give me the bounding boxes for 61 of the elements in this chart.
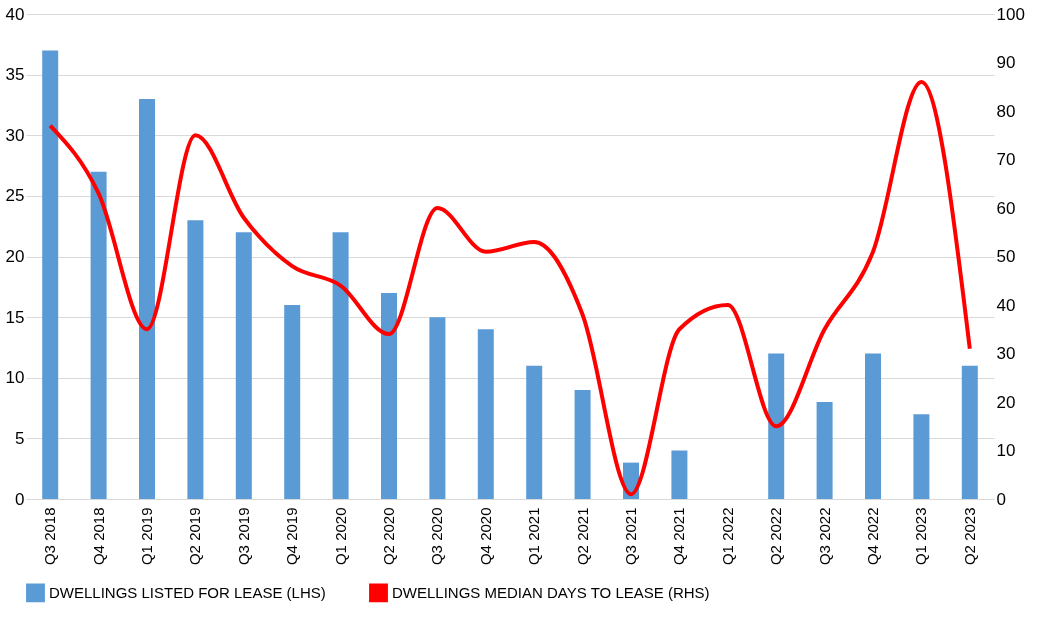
y2-tick-label: 40 (996, 295, 1016, 315)
x-tick-label: Q3 2019 (234, 507, 252, 566)
x-tick-label: Q3 2021 (622, 507, 639, 566)
x-tick-label: Q3 2020 (428, 507, 446, 566)
y2-tick-label: 10 (996, 441, 1016, 460)
bar (381, 292, 397, 499)
bar (477, 329, 494, 499)
y-tick-label: 0 (15, 489, 25, 509)
bar (42, 50, 59, 499)
y-tick-label: 25 (5, 186, 25, 206)
x-tick-label: Q2 2023 (960, 507, 978, 566)
bar (816, 402, 833, 499)
line-series (48, 79, 972, 497)
x-tick-label: Q3 2022 (815, 507, 833, 566)
x-tick-label: Q1 2023 (912, 507, 930, 566)
bar (332, 232, 349, 499)
y2-tick-label: 100 (996, 4, 1025, 24)
bar (671, 450, 688, 499)
y2-tick-label: 70 (996, 150, 1016, 169)
y-tick-label: 40 (5, 4, 25, 24)
y-tick-label: 35 (5, 65, 25, 85)
y2-tick-label: 80 (996, 101, 1016, 121)
y2-tick-label: 0 (996, 489, 1006, 509)
x-tick-label: Q1 2020 (331, 507, 349, 566)
legend-label: DWELLINGS MEDIAN DAYS TO LEASE (RHS) (392, 583, 710, 601)
bar (284, 305, 301, 499)
bar (235, 232, 252, 499)
y2-tick-label: 30 (996, 344, 1016, 363)
bar (526, 365, 543, 499)
bar (574, 389, 591, 499)
x-tick-label: Q4 2021 (670, 507, 688, 566)
bar (429, 317, 446, 499)
y2-tick-label: 20 (996, 392, 1016, 412)
y-tick-label: 20 (5, 247, 25, 266)
x-tick-label: Q3 2018 (41, 507, 59, 566)
x-tick-label: Q4 2020 (476, 507, 494, 566)
x-tick-label: Q4 2022 (864, 507, 881, 566)
x-tick-label: Q2 2021 (573, 507, 591, 566)
y2-tick-label: 60 (996, 198, 1016, 218)
y2-tick-label: 90 (996, 53, 1016, 72)
x-tick-label: Q2 2019 (186, 507, 204, 566)
bar (187, 220, 204, 499)
bar (865, 353, 881, 499)
legend-label: DWELLINGS LISTED FOR LEASE (LHS) (49, 583, 326, 601)
y-tick-label: 5 (15, 428, 25, 448)
y-tick-label: 15 (5, 307, 25, 327)
y-tick-label: 30 (5, 125, 25, 145)
bar (768, 353, 785, 499)
bar (913, 414, 930, 499)
x-tick-label: Q1 2019 (138, 507, 155, 566)
x-tick-label: Q2 2022 (767, 507, 785, 566)
bar (90, 171, 107, 499)
x-tick-label: Q4 2018 (89, 507, 107, 566)
x-tick-label: Q1 2021 (525, 507, 543, 566)
y2-tick-label: 50 (996, 247, 1016, 266)
x-tick-label: Q2 2020 (380, 507, 397, 566)
x-tick-label: Q4 2019 (283, 507, 301, 566)
bar (139, 98, 155, 499)
x-tick-label: Q1 2022 (718, 507, 736, 566)
bar (961, 365, 978, 499)
y-tick-label: 10 (5, 368, 25, 388)
